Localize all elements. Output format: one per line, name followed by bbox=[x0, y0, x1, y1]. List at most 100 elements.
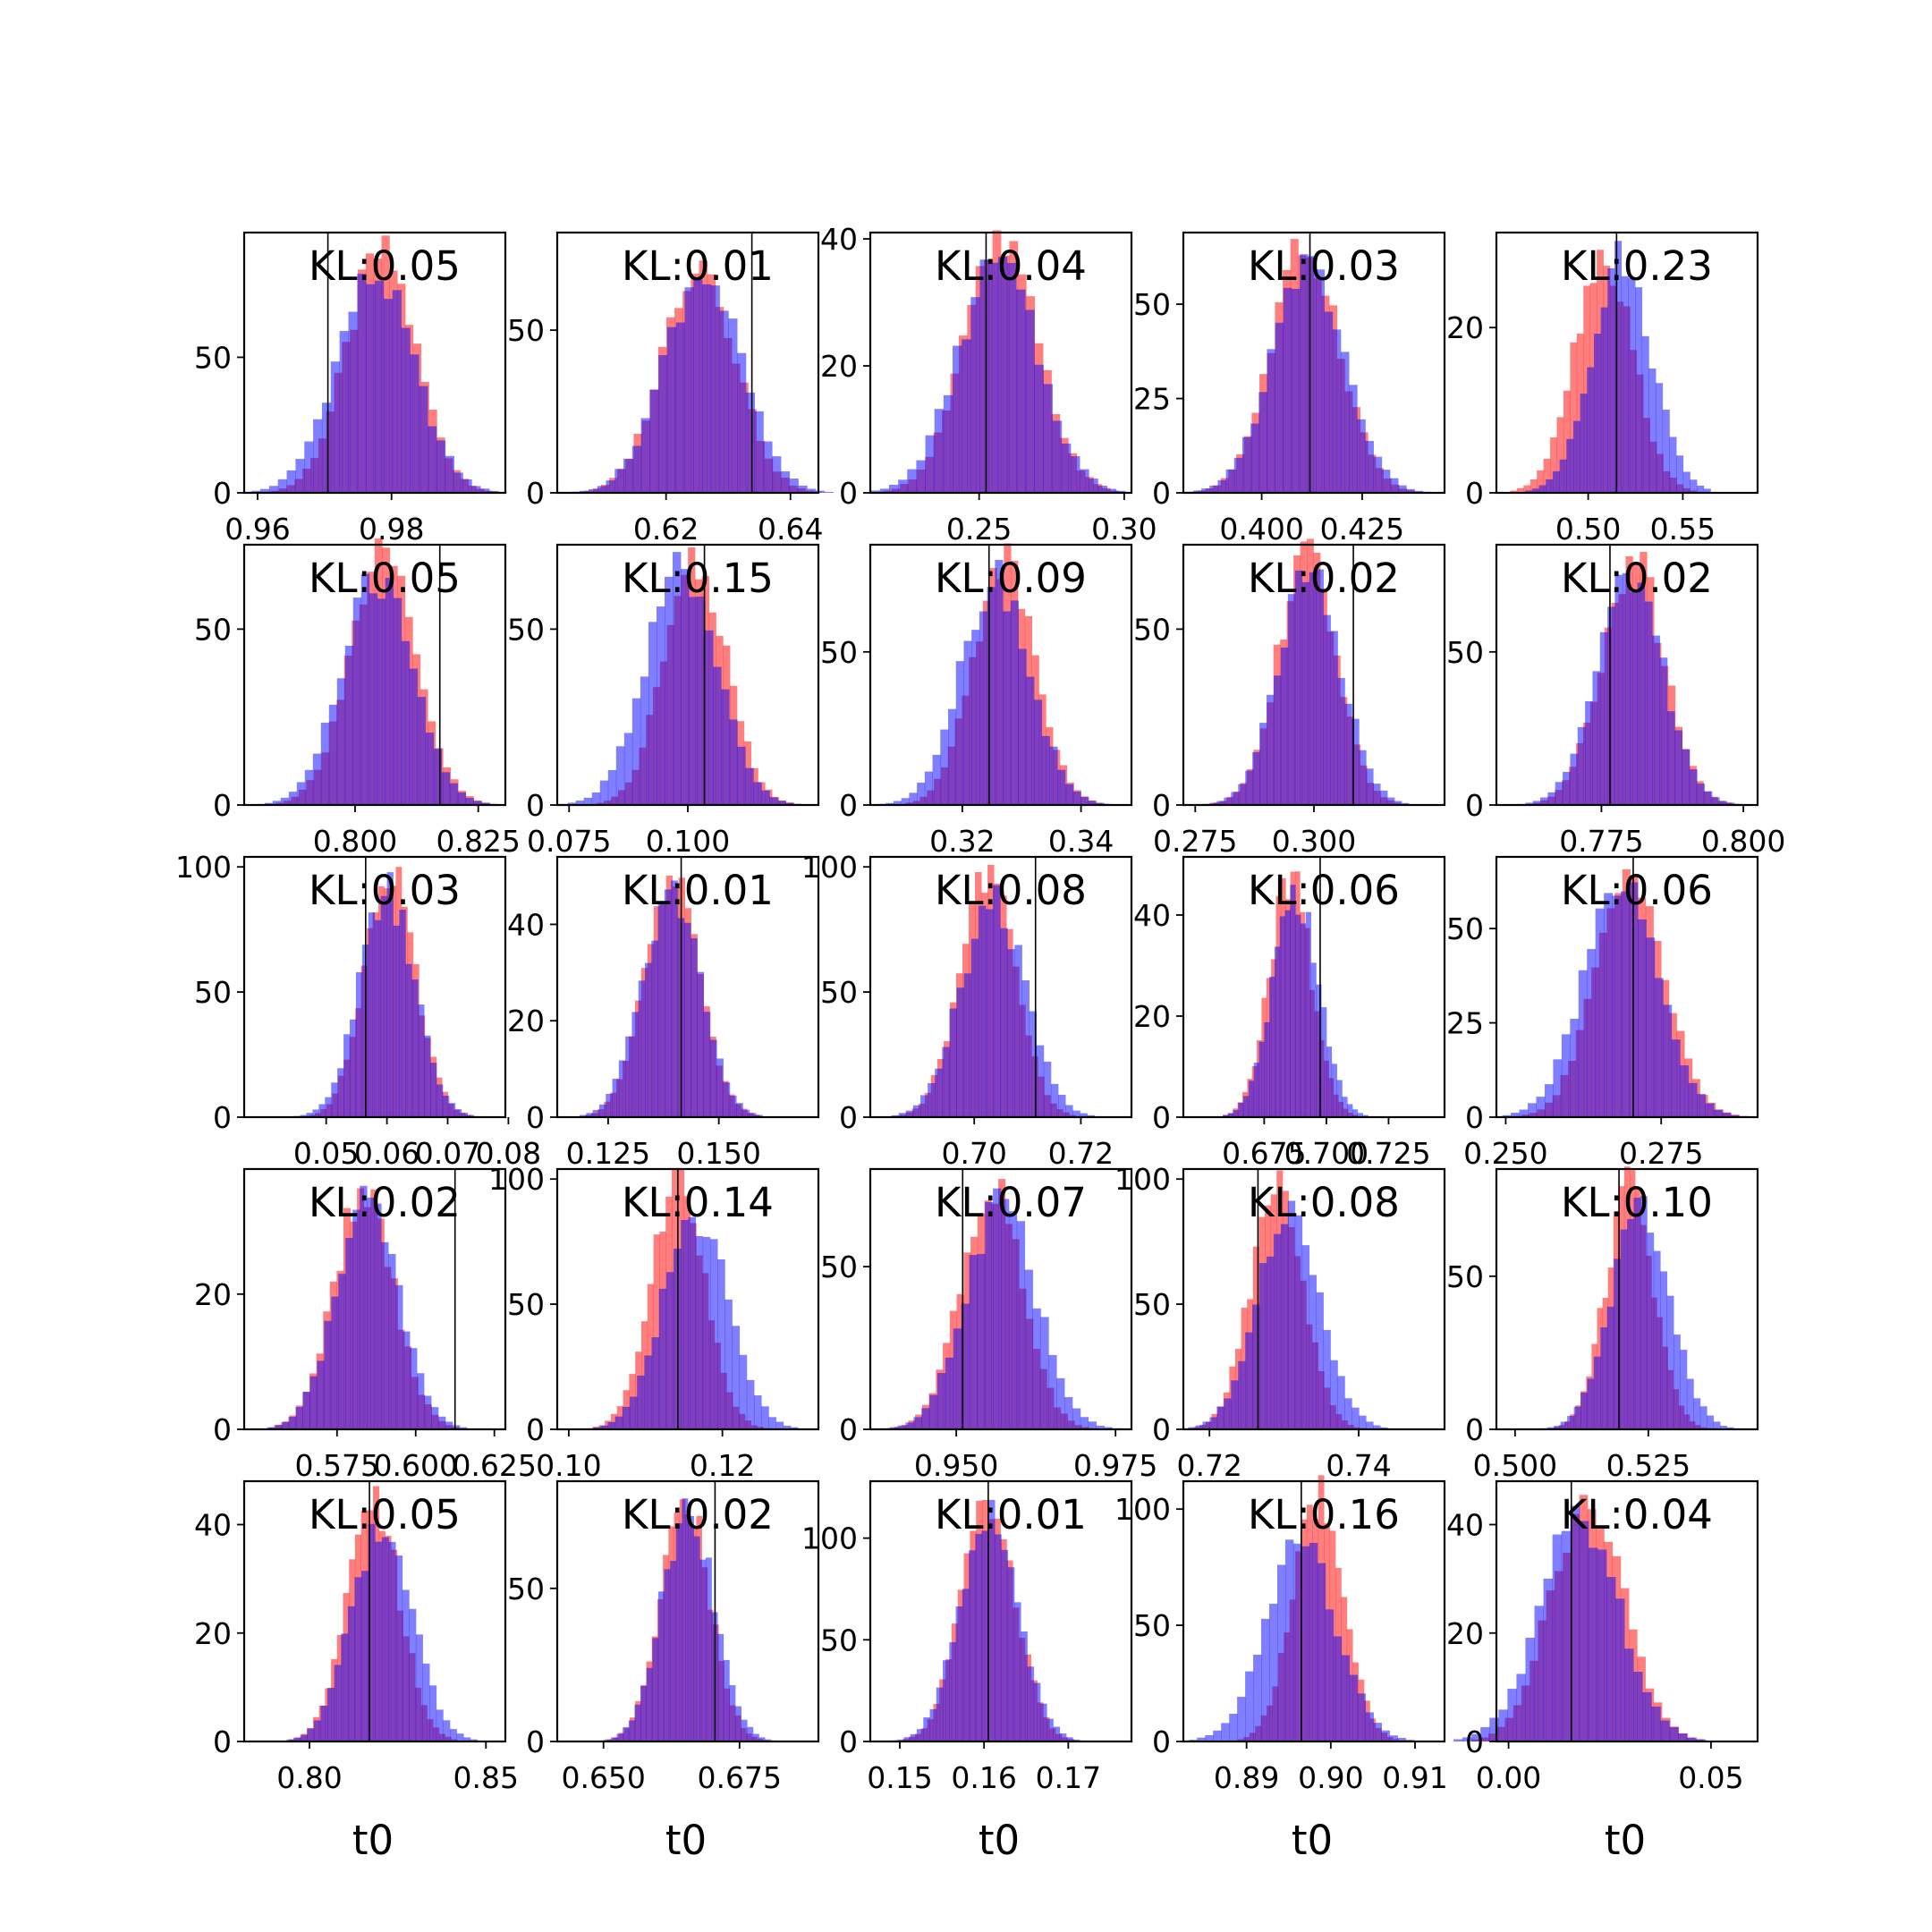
histogram-bar bbox=[716, 1058, 724, 1117]
histogram-bar bbox=[1280, 648, 1289, 805]
histogram-bar bbox=[1231, 792, 1239, 805]
histogram-bar bbox=[1357, 1113, 1363, 1117]
histogram-bar bbox=[1233, 1110, 1239, 1117]
histogram-bar bbox=[948, 708, 957, 805]
histogram-bar bbox=[934, 409, 945, 493]
kl-annotation: KL:0.07 bbox=[935, 1179, 1087, 1226]
y-tick-label: 50 bbox=[820, 635, 858, 670]
histogram-bar bbox=[717, 1259, 725, 1429]
histogram-bar bbox=[1292, 1543, 1302, 1741]
histogram-bar bbox=[798, 485, 808, 493]
blue-series-r4c3 bbox=[881, 1188, 1121, 1429]
histogram-bar bbox=[1006, 263, 1017, 493]
histogram-bar bbox=[917, 1729, 924, 1741]
histogram-bar bbox=[454, 1109, 462, 1117]
histogram-bar bbox=[1612, 895, 1622, 1117]
histogram-bar bbox=[940, 729, 949, 805]
histogram-bar bbox=[920, 1095, 928, 1117]
histogram-bar bbox=[905, 1422, 914, 1429]
x-tick-label: 0.55 bbox=[1650, 512, 1716, 547]
histogram-bar bbox=[1595, 908, 1605, 1117]
histogram-bar bbox=[1540, 797, 1548, 805]
histogram-bar bbox=[1678, 1733, 1688, 1741]
histogram-bar bbox=[1331, 1063, 1337, 1117]
histogram-bar bbox=[1310, 962, 1317, 1117]
histogram-bar bbox=[1624, 1648, 1634, 1741]
blue-series-r2c2 bbox=[559, 552, 802, 805]
y-tick-label: 0 bbox=[1152, 476, 1171, 511]
axes-frame bbox=[1495, 231, 1759, 495]
histogram-bar bbox=[1498, 1709, 1508, 1741]
histogram-bar bbox=[955, 661, 964, 805]
histogram-bar bbox=[293, 1737, 301, 1741]
histogram-bar bbox=[302, 1392, 310, 1429]
y-tick-label: 50 bbox=[1133, 1608, 1171, 1643]
histogram-bar bbox=[916, 460, 926, 493]
histogram-bar bbox=[912, 1105, 921, 1117]
histogram-bar bbox=[745, 767, 754, 805]
kl-annotation: KL:0.01 bbox=[622, 867, 774, 914]
histogram-bar bbox=[955, 1606, 963, 1741]
histogram-bar bbox=[675, 1523, 682, 1741]
axes-frame bbox=[242, 1167, 507, 1431]
axes-frame bbox=[869, 1167, 1133, 1431]
histogram-bar bbox=[775, 1421, 784, 1429]
histogram-bar bbox=[1606, 1306, 1614, 1429]
histogram-bar bbox=[925, 435, 936, 493]
histogram-bar bbox=[1224, 1398, 1232, 1429]
y-tick-label: 50 bbox=[507, 313, 545, 348]
histogram-bar bbox=[1245, 1332, 1253, 1429]
y-tick-label: 100 bbox=[1114, 1492, 1171, 1527]
histogram-bar bbox=[897, 1425, 906, 1429]
histogram-bar bbox=[1008, 1211, 1018, 1429]
x-tick-label: 0.10 bbox=[536, 1448, 601, 1483]
histogram-bar bbox=[1686, 1378, 1694, 1429]
y-tick-label: 0 bbox=[213, 476, 232, 511]
histogram-bar bbox=[971, 630, 980, 805]
histogram-panel-r4c4: 0 50 100 0.72 0.74 KL:0.08 bbox=[1114, 1162, 1446, 1483]
histogram-bar bbox=[612, 1079, 620, 1117]
histogram-bar bbox=[1245, 770, 1253, 805]
histogram-bar bbox=[288, 792, 298, 805]
histogram-bar bbox=[338, 1274, 346, 1429]
histogram-bar bbox=[1025, 309, 1035, 493]
histogram-bar bbox=[1511, 1113, 1520, 1117]
histogram-bar bbox=[1229, 1714, 1238, 1741]
histogram-bar bbox=[783, 1425, 792, 1429]
histogram-bar bbox=[1587, 367, 1595, 493]
histogram-bar bbox=[1489, 1717, 1499, 1741]
histogram-bar bbox=[1072, 791, 1081, 805]
y-tick-label: 0 bbox=[213, 788, 232, 823]
histogram-bar bbox=[610, 1413, 618, 1429]
histogram-bar bbox=[701, 284, 712, 493]
histogram-bar bbox=[1556, 417, 1564, 493]
histogram-bar bbox=[616, 1733, 623, 1741]
histogram-bar bbox=[1546, 479, 1554, 493]
axes-frame bbox=[555, 231, 820, 495]
x-tick-label: 0.800 bbox=[313, 824, 397, 859]
x-tick-label: 0.70 bbox=[941, 1136, 1006, 1171]
histogram-bar bbox=[1693, 1398, 1701, 1429]
axes-frame bbox=[555, 1479, 820, 1743]
histogram-bar bbox=[1034, 364, 1044, 493]
histogram-bar bbox=[1722, 1113, 1732, 1117]
histogram-bar bbox=[1238, 784, 1246, 805]
axes-frame bbox=[242, 855, 507, 1119]
histogram-bar bbox=[623, 1726, 630, 1741]
histogram-bar bbox=[1531, 488, 1539, 493]
histogram-bar bbox=[987, 587, 996, 805]
histogram-bar bbox=[723, 1659, 730, 1741]
histogram-bar bbox=[1704, 791, 1713, 805]
histogram-bar bbox=[684, 287, 694, 493]
histogram-bar bbox=[905, 1110, 914, 1117]
histogram-bar bbox=[306, 1113, 313, 1117]
histogram-bar bbox=[929, 1394, 938, 1429]
blue-series-r1c3 bbox=[870, 257, 1126, 493]
histogram-bar bbox=[1061, 443, 1072, 493]
histogram-bar bbox=[1720, 1426, 1727, 1429]
histogram-bar bbox=[705, 1557, 712, 1741]
histogram-bar bbox=[648, 622, 657, 805]
axes-frame bbox=[1182, 231, 1446, 495]
histogram-bar bbox=[580, 490, 589, 493]
histogram-bar bbox=[1641, 335, 1649, 493]
